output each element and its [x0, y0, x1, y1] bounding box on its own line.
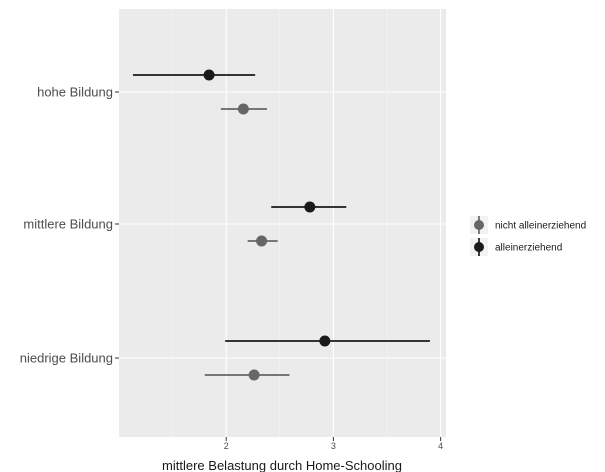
data-point [304, 201, 316, 213]
data-point [237, 103, 249, 115]
data-marks [132, 69, 430, 381]
x-tick-label: 2 [224, 441, 229, 451]
legend-label: nicht alleinerziehend [495, 221, 586, 232]
legend-label: alleinerziehend [495, 243, 562, 254]
x-tick-label: 3 [331, 441, 336, 451]
data-point [248, 369, 260, 381]
x-tick-label: 4 [438, 441, 443, 451]
major-gridlines [119, 9, 446, 437]
legend-key-point [474, 242, 484, 252]
plot-panel [119, 9, 446, 437]
y-tick-label: niedrige Bildung [20, 351, 113, 366]
data-point [256, 235, 268, 247]
data-point [319, 335, 331, 347]
y-tick-label: hohe Bildung [37, 85, 113, 100]
y-axis: hohe Bildung mittlere Bildung niedrige Bil… [20, 85, 119, 366]
data-point [203, 69, 215, 81]
legend-key-point [474, 220, 484, 230]
minor-gridlines [172, 9, 388, 437]
x-axis-title: mittlere Belastung durch Home-Schooling [162, 458, 402, 472]
legend: nicht alleinerziehend alleinerziehend [470, 216, 586, 256]
x-axis: 2 3 4 [224, 437, 443, 451]
y-tick-label: mittlere Bildung [23, 217, 113, 232]
